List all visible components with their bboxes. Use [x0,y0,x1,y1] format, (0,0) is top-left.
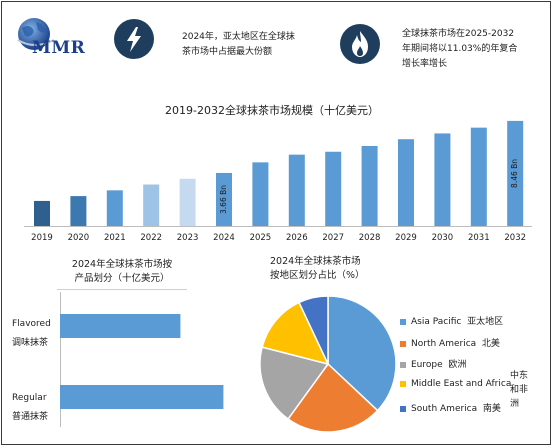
bar-2021 [106,190,123,226]
highlight-text-2: 全球抹茶市场在2025-2032 年期间将以11.03%的年复合 增长率增长 [402,27,547,72]
category-label-en: Regular [12,393,47,403]
category-label-en: Flavored [12,319,51,329]
highlight-2-line-1: 全球抹茶市场在2025-2032 [402,29,515,39]
globe-icon [17,18,55,50]
tick-label-2023: 2023 [177,233,199,243]
bar-2030 [434,133,451,226]
bar-2024 [216,172,232,226]
data-label-2024: 3.66 Bn [219,185,228,214]
tick-label-2019: 2019 [31,233,53,243]
logo: MMR [14,14,109,64]
product-chart-title-line-2: 产品划分（十亿美元） [74,273,170,284]
legend-swatch [400,361,406,368]
tick-label-2028: 2028 [359,233,381,243]
legend-label-en: Asia Pacific [411,317,462,327]
region-chart-title: 2024年全球抹茶市场 按地区划分占比（%） [270,255,400,283]
region-pie-chart [259,295,397,433]
flame-icon [352,31,368,57]
bar-2027 [325,151,342,226]
legend-swatch [400,318,406,325]
tick-label-2032: 2032 [504,233,526,243]
tick-label-2022: 2022 [140,233,162,243]
bar-2029 [398,139,414,226]
legend-label-zh: 亚太地区 [467,317,504,327]
hbar-flavored [60,314,181,338]
highlight-text-1: 2024年，亚太地区在全球抹 茶市场中占据最大份额 [182,30,332,60]
pie-slice-north-america [286,362,379,433]
pie-slice-asia-pacific [327,295,397,412]
region-chart-title-line-1: 2024年全球抹茶市场 [270,256,361,267]
legend-swatch [400,405,406,412]
tick-label-2027: 2027 [322,233,344,243]
product-chart-title-line-1: 2024年全球抹茶市场按 [71,259,173,270]
product-chart-divider [57,289,187,290]
highlight-1-line-2: 茶市场中占据最大份额 [182,47,273,57]
flame-icon-circle [340,24,380,64]
highlight-2-line-3: 增长率增长 [402,59,448,69]
legend-label-en: North America [411,339,477,349]
tick-label-2029: 2029 [395,233,417,243]
legend-item-middle-east-africa: Middle East and Africa [400,379,511,393]
highlight-1-line-1: 2024年，亚太地区在全球抹 [182,32,295,42]
bar-chart-title: 2019-2032全球抹茶市场规模（十亿美元） [165,104,379,117]
market-size-bar-chart: 2019 2020 2021 2022 2023 2024 3.66 Bn 2025 2026 2… [24,120,532,243]
legend-label-en: Europe [411,360,443,370]
bar-2019 [34,200,50,226]
bar-2032 [507,120,524,226]
legend-swatch [400,380,406,387]
legend-label-zh-mea: 中东和非洲 [510,371,529,409]
legend-swatch [400,340,406,347]
bar-2026 [288,154,305,226]
bar-2020 [70,196,87,226]
product-chart-title: 2024年全球抹茶市场按 产品划分（十亿美元） [42,258,202,286]
legend-label-zh: 北美 [481,339,500,349]
bar-2023 [179,178,196,226]
bar-2028 [361,145,378,226]
logo-text: MMR [32,38,86,58]
category-label-zh: 普通抹茶 [12,410,48,422]
bar-2031 [470,127,487,226]
pie-slice-europe [259,346,330,421]
tick-label-2024: 2024 [213,233,235,243]
legend-label-en: South America [411,404,478,414]
pie-slice-middle-east-and-africa [261,301,330,366]
tick-label-2031: 2031 [468,233,490,243]
lightning-icon-circle [114,19,154,59]
tick-label-2025: 2025 [250,233,272,243]
legend-label-zh: 南美 [482,404,501,414]
product-horizontal-bar-chart: Flavored 调味抹茶 Regular 普通抹茶 [12,292,224,427]
tick-label-2026: 2026 [286,233,308,243]
highlight-2-line-2: 年期间将以11.03%的年复合 [402,44,518,54]
pie-legend: Asia Pacific 亚太地区 North America 北美 Europ… [400,314,550,424]
tick-label-2020: 2020 [68,233,90,243]
bar-2025 [252,162,269,226]
bar-2022 [143,184,160,226]
lightning-icon [127,27,141,52]
category-label-zh: 调味抹茶 [12,336,48,348]
tick-label-2021: 2021 [104,233,126,243]
data-label-2032: 8.46 Bn [510,159,519,188]
legend-item-asia-pacific: Asia Pacific 亚太地区 [400,314,503,328]
legend-item-south-america: South America 南美 [400,401,501,415]
hbar-regular [60,385,224,409]
legend-label-en: Middle East and Africa [411,379,512,389]
region-chart-title-line-2: 按地区划分占比（%） [270,270,365,281]
legend-item-europe: Europe 欧洲 [400,357,466,371]
legend-label-zh: 欧洲 [448,360,467,370]
legend-item-north-america: North America 北美 [400,336,500,350]
tick-label-2030: 2030 [432,233,454,243]
pie-slice-south-america [298,295,329,365]
